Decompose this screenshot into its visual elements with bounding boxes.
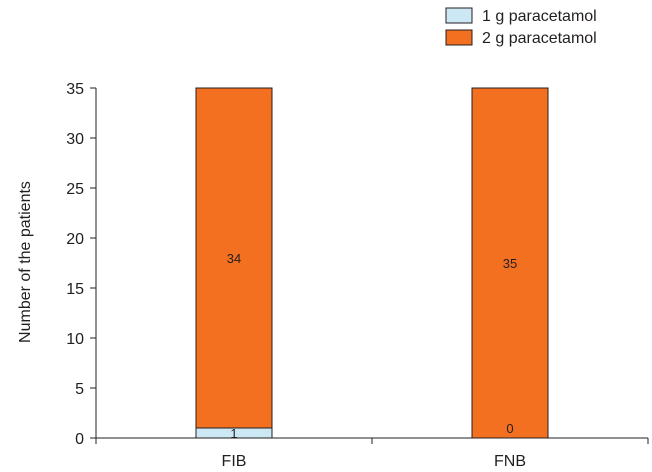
y-tick-label: 5 [75, 381, 84, 398]
y-tick-label: 15 [66, 281, 84, 298]
x-axis: FIB FNB [95, 437, 649, 470]
legend-swatch [445, 7, 473, 24]
legend-swatch [445, 29, 473, 46]
data-label: 34 [227, 251, 241, 266]
data-label: 35 [503, 256, 517, 271]
data-label: 1 [230, 426, 237, 441]
x-tick-label: FIB [222, 453, 247, 470]
data-labels: 1 34 0 35 [227, 251, 517, 441]
y-tick-label: 20 [66, 231, 84, 248]
bar-segment [195, 87, 273, 429]
y-axis-title: Number of the patients [17, 181, 34, 343]
legend-label: 2 g paracetamol [482, 30, 597, 47]
y-tick-label: 25 [66, 181, 84, 198]
bars [195, 87, 549, 439]
x-tick-label: FNB [494, 453, 526, 470]
y-axis: 0 5 10 15 20 25 30 35 [66, 81, 97, 448]
y-tick-label: 30 [66, 131, 84, 148]
data-label: 0 [506, 421, 513, 436]
y-tick-label: 0 [75, 431, 84, 448]
y-tick-label: 35 [66, 81, 84, 98]
y-tick-label: 10 [66, 331, 84, 348]
bar-segment [471, 87, 549, 439]
legend-label: 1 g paracetamol [482, 8, 597, 25]
legend: 1 g paracetamol 2 g paracetamol [445, 7, 597, 47]
